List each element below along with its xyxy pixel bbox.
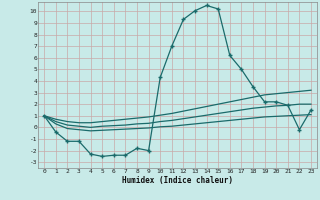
X-axis label: Humidex (Indice chaleur): Humidex (Indice chaleur): [122, 176, 233, 185]
